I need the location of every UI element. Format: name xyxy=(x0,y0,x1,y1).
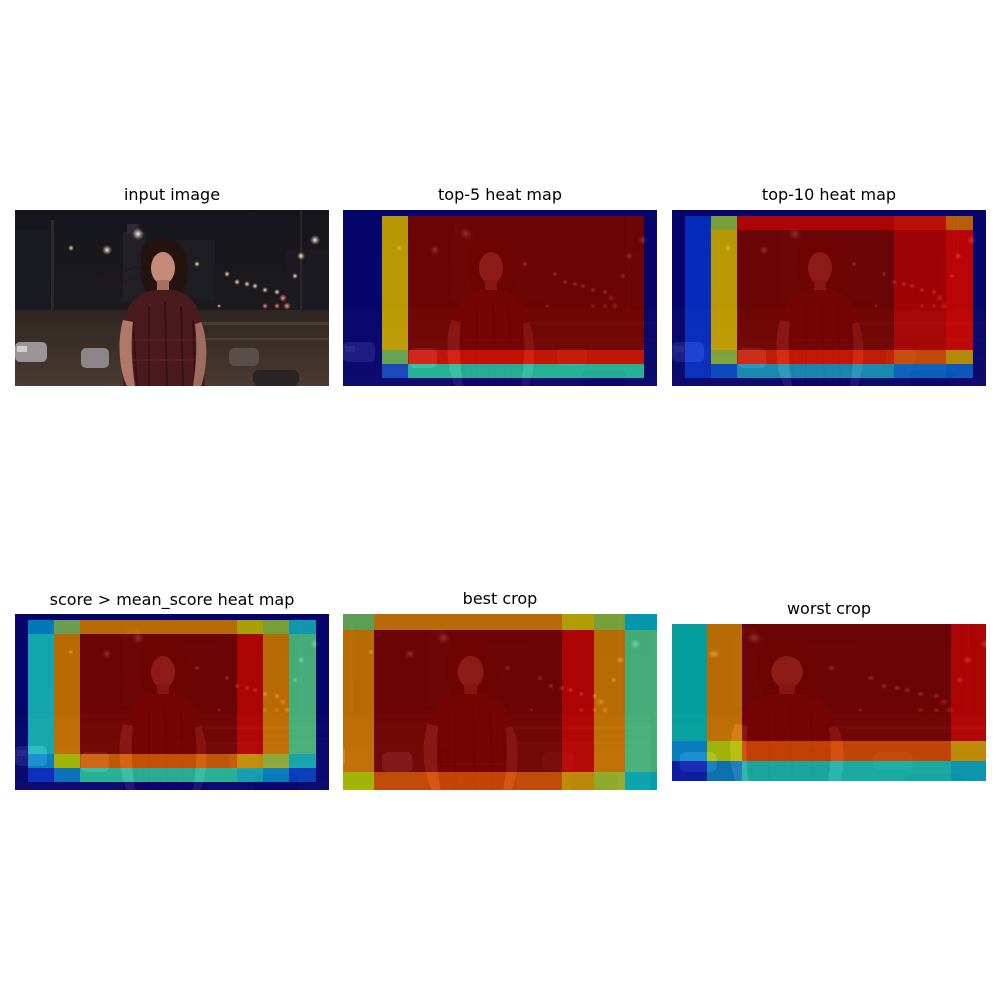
panel-title-top10: top-10 heat map xyxy=(761,185,897,204)
heat-map-overlay xyxy=(343,614,657,790)
heat-map-overlay xyxy=(15,614,329,790)
panel-title-top5: top-5 heat map xyxy=(438,185,562,204)
mean-score-heat-map xyxy=(15,614,329,790)
heat-map-overlay xyxy=(672,210,986,386)
input-image xyxy=(15,210,329,386)
night-street-photo xyxy=(15,210,329,386)
panel-title-best-crop: best crop xyxy=(462,589,538,608)
top5-heat-map xyxy=(343,210,657,386)
heat-map-overlay xyxy=(672,624,986,781)
panel-title-mean-score: score > mean_score heat map xyxy=(49,590,295,609)
top10-heat-map xyxy=(672,210,986,386)
worst-crop xyxy=(672,624,986,781)
heat-map-overlay xyxy=(343,210,657,386)
panel-title-worst-crop: worst crop xyxy=(786,599,872,618)
panel-title-input-image: input image xyxy=(123,185,221,204)
best-crop xyxy=(343,614,657,790)
